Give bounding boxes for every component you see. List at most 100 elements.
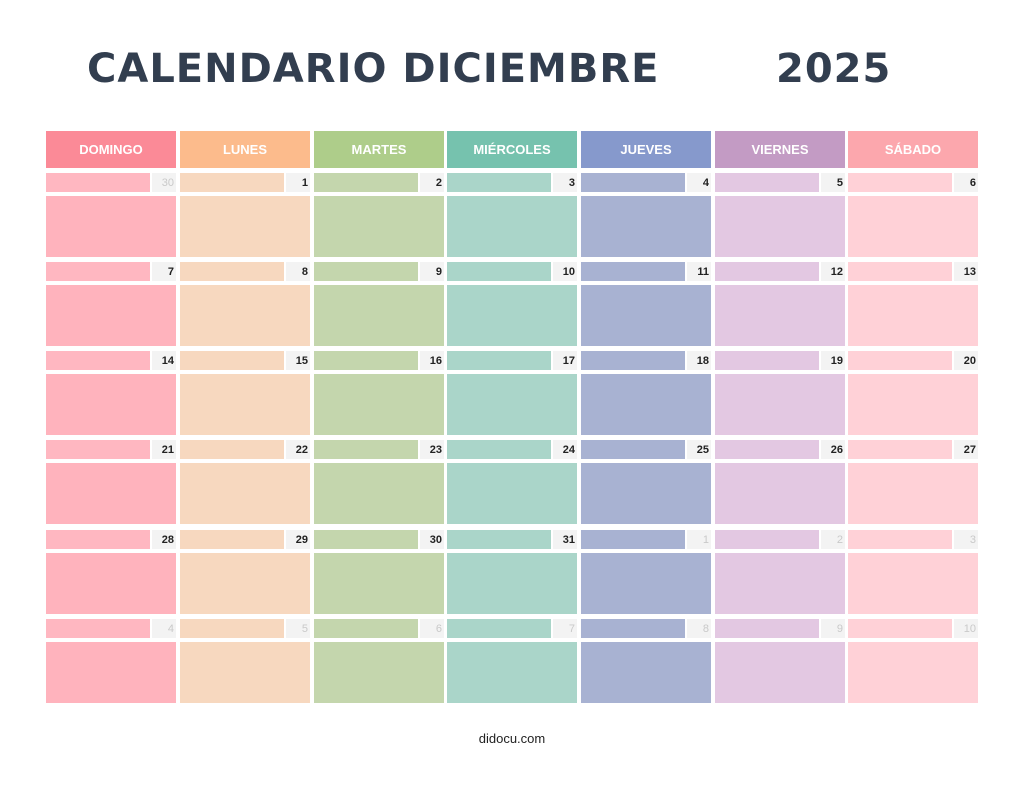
day-cell[interactable] [46,642,176,703]
day-number: 3 [553,173,577,192]
day-cell[interactable] [180,463,310,524]
day-color-bar [46,619,150,638]
day-color-bar [314,440,418,459]
day-color-bar [447,173,551,192]
day-cell[interactable] [314,374,444,435]
weekday-header-domingo: DOMINGO [46,131,176,168]
day-cell[interactable] [314,553,444,614]
day-cell[interactable] [46,285,176,346]
day-cell[interactable] [447,196,577,257]
calendar-year: 2025 [776,46,892,92]
day-color-bar [314,173,418,192]
day-color-bar [180,173,284,192]
day-cell[interactable] [715,463,845,524]
day-color-bar [848,173,952,192]
day-cell[interactable] [715,285,845,346]
day-color-bar [715,173,819,192]
day-color-bar [581,619,685,638]
day-number-other-month: 2 [821,530,845,549]
day-cell[interactable] [314,196,444,257]
day-color-bar [314,530,418,549]
day-cell[interactable] [180,374,310,435]
day-cell[interactable] [715,374,845,435]
day-number-other-month: 5 [286,619,310,638]
weekday-header-martes: MARTES [314,131,444,168]
day-cell[interactable] [314,463,444,524]
day-color-bar [447,619,551,638]
day-color-bar [447,440,551,459]
day-cell[interactable] [180,642,310,703]
day-color-bar [46,530,150,549]
day-cell[interactable] [447,642,577,703]
day-cell[interactable] [447,285,577,346]
day-number: 26 [821,440,845,459]
day-number: 17 [553,351,577,370]
day-cell[interactable] [46,463,176,524]
day-color-bar [715,440,819,459]
day-number-other-month: 10 [954,619,978,638]
day-color-bar [46,351,150,370]
day-number: 16 [420,351,444,370]
day-color-bar [447,351,551,370]
day-color-bar [180,440,284,459]
day-cell[interactable] [581,463,711,524]
day-cell[interactable] [581,285,711,346]
day-cell[interactable] [46,374,176,435]
day-cell[interactable] [848,374,978,435]
calendar-title: CALENDARIO DICIEMBRE [87,46,660,92]
day-cell[interactable] [180,285,310,346]
day-cell[interactable] [314,285,444,346]
day-cell[interactable] [581,196,711,257]
day-cell[interactable] [715,196,845,257]
day-cell[interactable] [46,553,176,614]
day-cell[interactable] [314,642,444,703]
day-number: 25 [687,440,711,459]
day-cell[interactable] [715,553,845,614]
day-cell[interactable] [180,553,310,614]
day-number-other-month: 8 [687,619,711,638]
day-number: 4 [687,173,711,192]
day-cell[interactable] [581,553,711,614]
day-number: 7 [152,262,176,281]
day-cell[interactable] [848,463,978,524]
day-cell[interactable] [581,374,711,435]
day-cell[interactable] [848,285,978,346]
day-number-other-month: 1 [687,530,711,549]
day-cell[interactable] [848,642,978,703]
day-cell[interactable] [715,642,845,703]
weekday-header-row: DOMINGO LUNES MARTES MIÉRCOLES JUEVES VIERNES… [0,131,1024,168]
day-number: 21 [152,440,176,459]
day-color-bar [581,530,685,549]
week-row: 7 8 9 10 11 12 13 [0,262,1024,346]
day-cell[interactable] [447,463,577,524]
day-number: 18 [687,351,711,370]
day-color-bar [180,619,284,638]
day-cell[interactable] [447,553,577,614]
weekday-header-jueves: JUEVES [581,131,711,168]
day-number: 10 [553,262,577,281]
weekday-header-miercoles: MIÉRCOLES [447,131,577,168]
day-cell[interactable] [581,642,711,703]
day-cell[interactable] [447,374,577,435]
day-number: 5 [821,173,845,192]
day-color-bar [46,262,150,281]
day-number-other-month: 6 [420,619,444,638]
day-cell[interactable] [848,553,978,614]
day-color-bar [848,262,952,281]
day-number-other-month: 30 [152,173,176,192]
day-number: 22 [286,440,310,459]
day-number: 15 [286,351,310,370]
day-cell[interactable] [180,196,310,257]
day-number: 29 [286,530,310,549]
day-number-other-month: 7 [553,619,577,638]
day-color-bar [447,262,551,281]
day-number: 11 [687,262,711,281]
day-number: 14 [152,351,176,370]
week-row: 28 29 30 31 1 2 3 [0,530,1024,614]
day-number: 6 [954,173,978,192]
day-number: 19 [821,351,845,370]
day-cell[interactable] [46,196,176,257]
day-cell[interactable] [848,196,978,257]
day-number: 30 [420,530,444,549]
day-color-bar [848,351,952,370]
